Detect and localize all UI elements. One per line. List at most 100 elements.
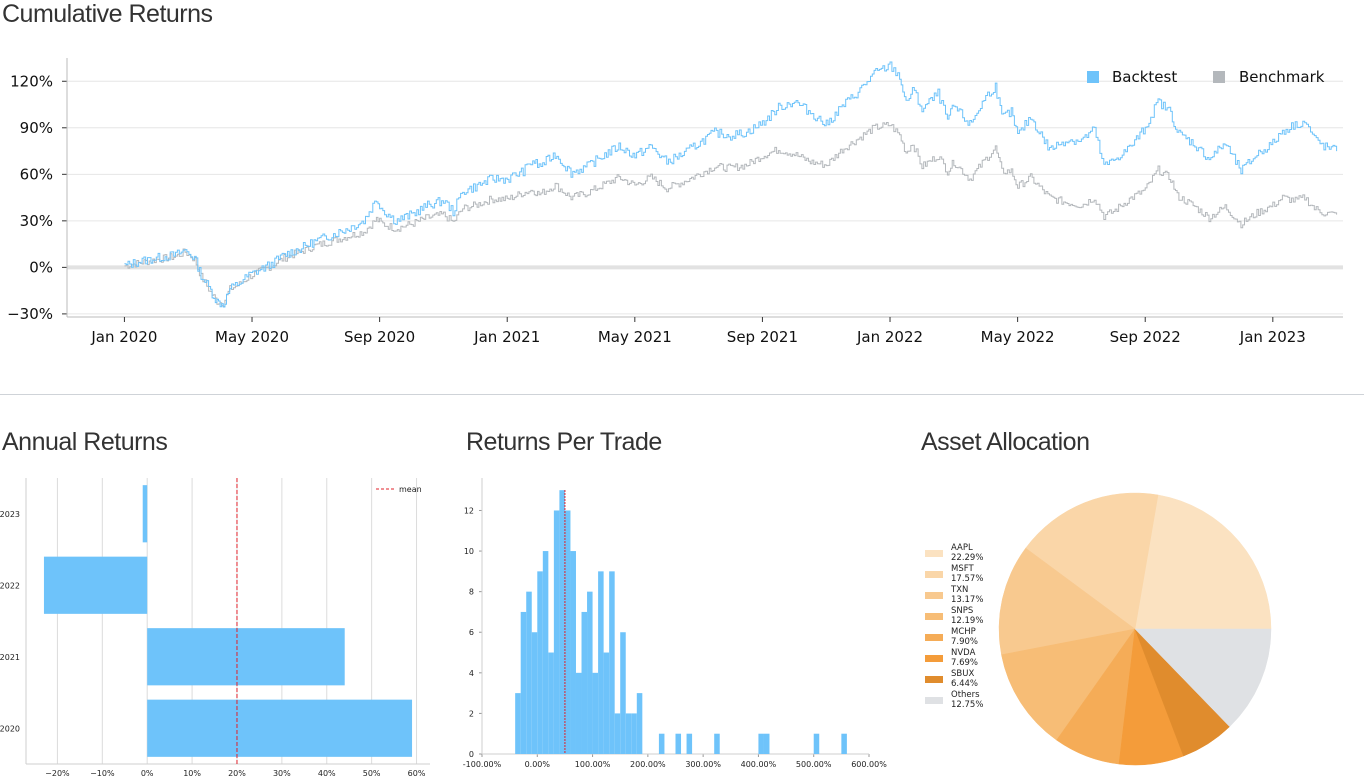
- legend-label-mchp: MCHP: [951, 627, 976, 637]
- y-tick-label: 30%: [20, 212, 53, 230]
- y-tick-label: 12: [464, 506, 474, 515]
- legend-swatch-nvda: [925, 655, 943, 662]
- cumulative-returns-chart: 120% 90% 60% 30% 0% −30% Jan 2020 May 2020 Sep 2…: [7, 58, 1343, 346]
- backtest-line: [124, 61, 1338, 308]
- y-tick-label: 8: [469, 588, 474, 597]
- x-tick-label: 50%: [363, 769, 381, 778]
- x-tick-label: May 2021: [598, 328, 672, 346]
- y-tick-label: 2021: [0, 653, 20, 662]
- legend-swatch-benchmark: [1213, 71, 1225, 83]
- annual-returns-title: Annual Returns: [2, 428, 168, 456]
- x-tick-label: 40%: [318, 769, 336, 778]
- bar-2023: [142, 485, 148, 543]
- x-tick-label: May 2020: [215, 328, 289, 346]
- histogram-bar: [570, 551, 576, 754]
- histogram-bar: [636, 693, 643, 754]
- y-tick-label: 2: [469, 709, 474, 718]
- histogram-bar: [575, 672, 582, 754]
- legend-label-benchmark: Benchmark: [1239, 68, 1325, 86]
- legend-pct-nvda: 7.69%: [951, 658, 978, 668]
- legend-swatch-others: [925, 697, 943, 704]
- pie-slice-snps: [1001, 628, 1136, 741]
- histogram-bar: [537, 571, 543, 754]
- y-tick-label: 0: [469, 750, 474, 759]
- asset-allocation-title: Asset Allocation: [921, 428, 1090, 456]
- x-tick-label: Jan 2022: [856, 328, 923, 346]
- y-tick-label: −30%: [7, 305, 53, 323]
- legend-pct-mchp: 7.90%: [951, 637, 978, 647]
- legend-label-msft: MSFT: [951, 564, 974, 574]
- histogram-bar: [542, 551, 549, 754]
- legend-pct-msft: 17.57%: [951, 574, 983, 584]
- legend-pct-sbux: 6.44%: [951, 679, 978, 689]
- cumulative-returns-title: Cumulative Returns: [2, 0, 213, 28]
- histogram-bar: [675, 733, 682, 754]
- legend-swatch-backtest: [1087, 71, 1099, 83]
- histogram-bar: [592, 672, 599, 754]
- histogram-bar: [603, 652, 610, 754]
- legend-label-nvda: NVDA: [951, 648, 976, 658]
- x-tick-label: Sep 2021: [727, 328, 798, 346]
- histogram-bar: [813, 733, 820, 754]
- section-divider: [0, 394, 1364, 395]
- asset-allocation-chart: AAPL22.29%MSFT17.57%TXN13.17%SNPS12.19%M…: [925, 492, 1272, 766]
- histogram-bar: [520, 611, 527, 754]
- bar-2021: [147, 628, 345, 686]
- histogram-bar: [614, 713, 621, 754]
- legend-swatch-mchp: [925, 634, 943, 641]
- histogram-bar: [587, 591, 593, 754]
- histogram-bar: [564, 510, 571, 754]
- returns-per-trade-chart: 0 2 4 6 8 10 12 -100.00% 0.00% 100.00% 200.00% 300.…: [463, 478, 887, 769]
- x-tick-label: 500.00%: [796, 760, 832, 769]
- histogram-bar: [526, 591, 532, 754]
- x-tick-label: Sep 2020: [344, 328, 415, 346]
- histogram-bar: [714, 733, 720, 754]
- legend-swatch-sbux: [925, 676, 943, 683]
- benchmark-line: [124, 122, 1338, 307]
- y-tick-label: 90%: [20, 119, 53, 137]
- x-tick-label: 0.00%: [525, 760, 551, 769]
- legend-pct-others: 12.75%: [951, 700, 983, 710]
- x-tick-label: 30%: [273, 769, 291, 778]
- histogram-bar: [581, 611, 588, 754]
- histogram-bar: [598, 571, 604, 754]
- legend-label-snps: SNPS: [951, 606, 973, 616]
- legend-label-txn: TXN: [950, 585, 968, 595]
- x-tick-label: Jan 2023: [1239, 328, 1306, 346]
- histogram-bar: [620, 632, 626, 754]
- histogram-bar: [609, 571, 615, 754]
- x-tick-label: −20%: [45, 769, 70, 778]
- legend-pct-snps: 12.19%: [951, 616, 983, 626]
- legend-swatch-txn: [925, 592, 943, 599]
- x-tick-label: −10%: [90, 769, 115, 778]
- legend-pct-txn: 13.17%: [951, 595, 983, 605]
- histogram-bar: [758, 733, 764, 754]
- x-tick-label: Jan 2021: [473, 328, 540, 346]
- x-tick-label: 10%: [183, 769, 201, 778]
- legend-swatch-snps: [925, 613, 943, 620]
- y-tick-label: 120%: [10, 72, 53, 90]
- y-tick-label: 10: [464, 547, 474, 556]
- legend-label-aapl: AAPL: [951, 543, 973, 553]
- y-tick-label: 2023: [0, 510, 20, 519]
- x-tick-label: 100.00%: [575, 760, 611, 769]
- pie-slice-aapl: [1134, 494, 1272, 630]
- x-tick-label: May 2022: [981, 328, 1055, 346]
- histogram-bar: [658, 733, 665, 754]
- pie-slice-others: [1134, 628, 1272, 728]
- histogram-bar: [763, 733, 770, 754]
- pie-slice-msft: [1025, 492, 1159, 630]
- x-tick-label: 400.00%: [741, 760, 777, 769]
- y-tick-label: 2022: [0, 581, 20, 590]
- y-tick-label: 60%: [20, 165, 53, 183]
- histogram-bar: [686, 733, 693, 754]
- x-tick-label: Sep 2022: [1110, 328, 1181, 346]
- legend-label-others: Others: [951, 690, 980, 700]
- y-tick-label: 2020: [0, 724, 20, 733]
- histogram-bar: [631, 713, 637, 754]
- x-tick-label: 600.00%: [851, 760, 887, 769]
- histogram-bar: [548, 652, 554, 754]
- x-tick-label: 0%: [141, 769, 154, 778]
- histogram-bar: [841, 733, 847, 754]
- histogram-bar: [515, 693, 521, 754]
